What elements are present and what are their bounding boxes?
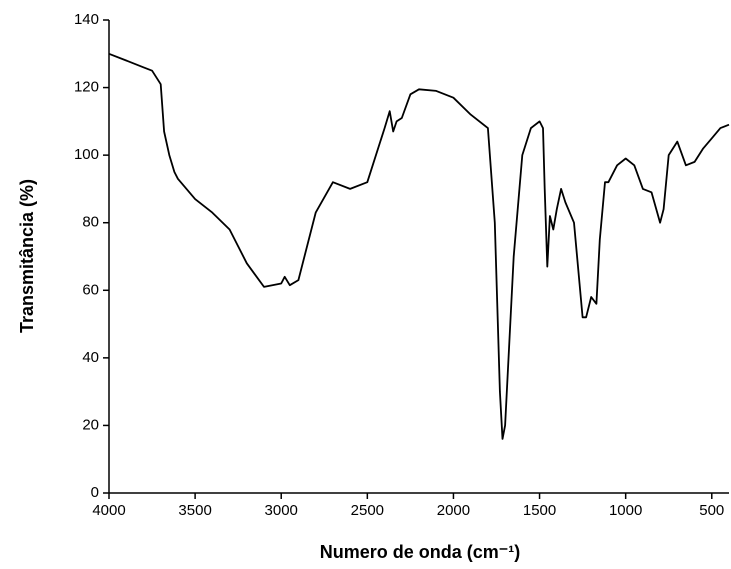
y-tick-label: 100 bbox=[74, 146, 99, 163]
x-axis-label: Numero de onda (cm⁻¹) bbox=[320, 542, 521, 562]
y-tick-label: 40 bbox=[82, 349, 99, 366]
y-axis-label: Transmitância (%) bbox=[17, 179, 37, 333]
x-tick-label: 1000 bbox=[609, 502, 642, 519]
x-tick-label: 2000 bbox=[437, 502, 470, 519]
y-tick-label: 20 bbox=[82, 416, 99, 433]
x-tick-label: 3500 bbox=[178, 502, 211, 519]
x-tick-label: 500 bbox=[699, 502, 724, 519]
y-tick-label: 60 bbox=[82, 281, 99, 298]
y-tick-label: 140 bbox=[74, 11, 99, 28]
x-tick-label: 3000 bbox=[265, 502, 298, 519]
y-tick-label: 80 bbox=[82, 214, 99, 231]
spectrum-line bbox=[108, 52, 730, 440]
x-tick-label: 4000 bbox=[92, 502, 125, 519]
y-tick-label: 120 bbox=[74, 79, 99, 96]
y-tick-label: 0 bbox=[91, 484, 99, 501]
x-tick-label: 1500 bbox=[523, 502, 556, 519]
x-tick-label: 2500 bbox=[351, 502, 384, 519]
